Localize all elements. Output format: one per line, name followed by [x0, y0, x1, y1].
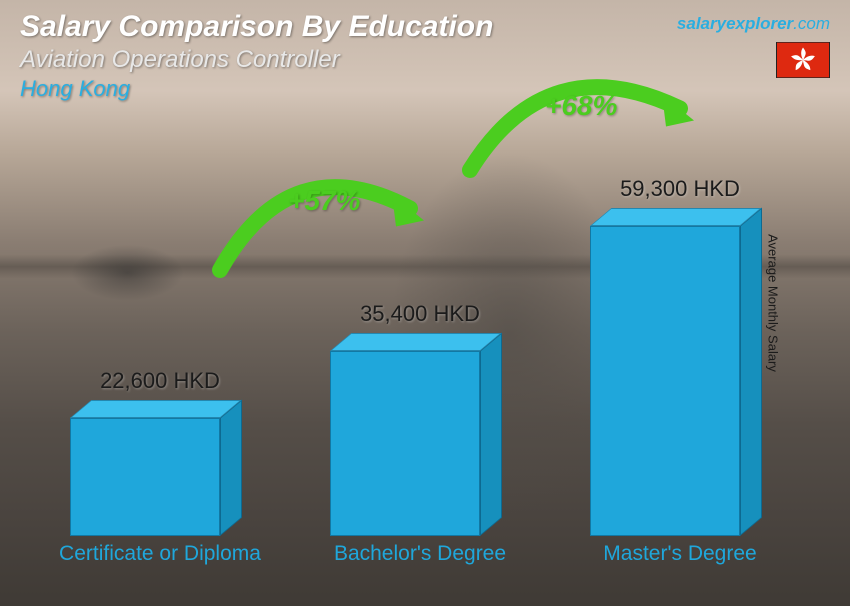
bar-side: [480, 333, 502, 536]
brand-logo: salaryexplorer.com: [677, 14, 830, 34]
bar-value: 22,600 HKD: [60, 368, 260, 394]
brand-domain: .com: [793, 14, 830, 33]
bar-front: [70, 418, 220, 536]
bar-front: [590, 226, 740, 536]
percent-increase: +68%: [545, 90, 617, 122]
percent-increase: +57%: [288, 185, 360, 217]
bar-top: [590, 208, 761, 226]
bar-label: Certificate or Diploma: [50, 542, 270, 566]
bar-group: 35,400 HKDBachelor's Degree: [330, 351, 510, 536]
bar-side: [220, 400, 242, 536]
flag-hongkong: [776, 42, 830, 78]
bar-label: Bachelor's Degree: [310, 542, 530, 566]
chart-container: Salary Comparison By Education Aviation …: [0, 0, 850, 606]
brand-name: salaryexplorer: [677, 14, 793, 33]
bar-side: [740, 208, 762, 536]
bar-front: [330, 351, 480, 536]
bar-top: [330, 333, 501, 351]
bar-label: Master's Degree: [570, 542, 790, 566]
bar-value: 35,400 HKD: [320, 301, 520, 327]
bar-top: [70, 400, 241, 418]
bar-group: 59,300 HKDMaster's Degree: [590, 226, 770, 536]
bar-group: 22,600 HKDCertificate or Diploma: [70, 418, 250, 536]
bar-chart: 22,600 HKDCertificate or Diploma 35,400 H…: [40, 130, 790, 536]
